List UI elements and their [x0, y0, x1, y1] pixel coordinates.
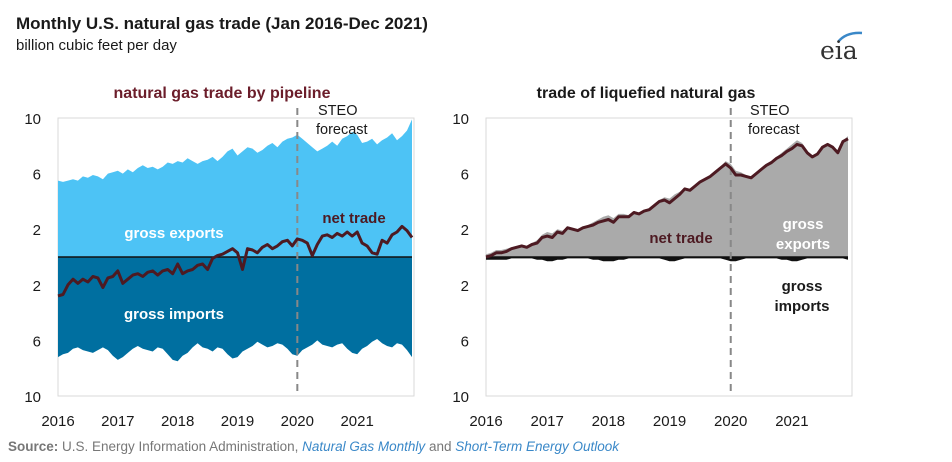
- p1-y-tick-label: 2: [33, 278, 41, 295]
- chart-title: Monthly U.S. natural gas trade (Jan 2016…: [16, 14, 428, 33]
- p1-x-tick-label: 2016: [41, 413, 74, 430]
- p2-y-tick-label: 6: [461, 167, 469, 184]
- lng-exports-area: [486, 136, 848, 257]
- lng-exports-label-2: exports: [776, 236, 830, 253]
- p1-y-tick-label: 10: [24, 111, 41, 128]
- p1-x-tick-label: 2021: [340, 413, 373, 430]
- p2-x-tick-label: 2016: [469, 413, 502, 430]
- charts-canvas: 10 6 2 2 6 10 2016 2017 2018 2019 2020 2021 natura…: [24, 85, 853, 430]
- source-text: U.S. Energy Information Administration,: [58, 439, 303, 454]
- lng-net-trade-line: [485, 137, 849, 259]
- p1-x-tick-label: 2017: [101, 413, 134, 430]
- p1-x-tick-label: 2020: [281, 413, 314, 430]
- source-and: and: [425, 439, 456, 454]
- p2-y-tick-label: 2: [461, 278, 469, 295]
- pipeline-forecast-label-2: forecast: [316, 122, 368, 138]
- eia-logo: eia: [820, 36, 858, 65]
- p1-x-tick-label: 2018: [161, 413, 194, 430]
- lng-exports-label-1: gross: [783, 216, 824, 233]
- pipeline-forecast-label-1: STEO: [318, 103, 357, 119]
- pipeline-net-trade-line: [57, 224, 414, 298]
- source-link-steo[interactable]: Short-Term Energy Outlook: [455, 439, 620, 454]
- p1-y-tick-label: 10: [24, 389, 41, 406]
- pipeline-exports-area: [58, 119, 412, 258]
- pipeline-x-axis: 2016 2017 2018 2019 2020 2021: [41, 413, 374, 430]
- lng-x-axis: 2016 2017 2018 2019 2020 2021: [469, 413, 808, 430]
- p2-x-tick-label: 2019: [653, 413, 686, 430]
- p2-x-tick-label: 2020: [714, 413, 747, 430]
- lng-imports-label-1: gross: [782, 278, 823, 295]
- pipeline-imports-area: [58, 257, 412, 362]
- pipeline-exports-label: gross exports: [124, 225, 223, 242]
- lng-forecast-label-2: forecast: [748, 122, 800, 138]
- lng-imports-label-2: imports: [774, 298, 829, 315]
- p1-x-tick-label: 2019: [221, 413, 254, 430]
- p2-y-tick-label: 10: [452, 389, 469, 406]
- source-note: Source: U.S. Energy Information Administ…: [8, 439, 619, 454]
- pipeline-net-trade-label: net trade: [322, 210, 385, 227]
- p1-y-tick-label: 6: [33, 333, 41, 350]
- lng-y-axis: 10 6 2 2 6 10: [452, 111, 469, 406]
- eia-logo-swoosh-icon: [837, 31, 863, 43]
- lng-net-trade-label: net trade: [649, 230, 712, 247]
- pipeline-imports-label: gross imports: [124, 306, 224, 323]
- p2-y-tick-label: 2: [461, 222, 469, 239]
- p2-x-tick-label: 2017: [530, 413, 563, 430]
- pipeline-y-axis: 10 6 2 2 6 10: [24, 111, 41, 406]
- lng-forecast-label-1: STEO: [750, 103, 789, 119]
- source-link-natural-gas-monthly[interactable]: Natural Gas Monthly: [302, 439, 426, 454]
- pipeline-panel-title: natural gas trade by pipeline: [114, 85, 331, 102]
- lng-imports-area: [486, 257, 848, 262]
- p2-x-tick-label: 2018: [592, 413, 625, 430]
- pipeline-panel: 10 6 2 2 6 10 2016 2017 2018 2019 2020 2021 natura…: [24, 85, 415, 430]
- p1-y-tick-label: 2: [33, 222, 41, 239]
- chart-subtitle: billion cubic feet per day: [16, 37, 177, 54]
- lng-panel: 10 6 2 2 6 10 2016 2017 2018 2019 2020 2021 trade …: [452, 85, 853, 430]
- p2-y-tick-label: 10: [452, 111, 469, 128]
- p2-y-tick-label: 6: [461, 333, 469, 350]
- p2-x-tick-label: 2021: [775, 413, 808, 430]
- source-label: Source:: [8, 439, 59, 454]
- lng-panel-title: trade of liquefied natural gas: [537, 85, 756, 102]
- p1-y-tick-label: 6: [33, 167, 41, 184]
